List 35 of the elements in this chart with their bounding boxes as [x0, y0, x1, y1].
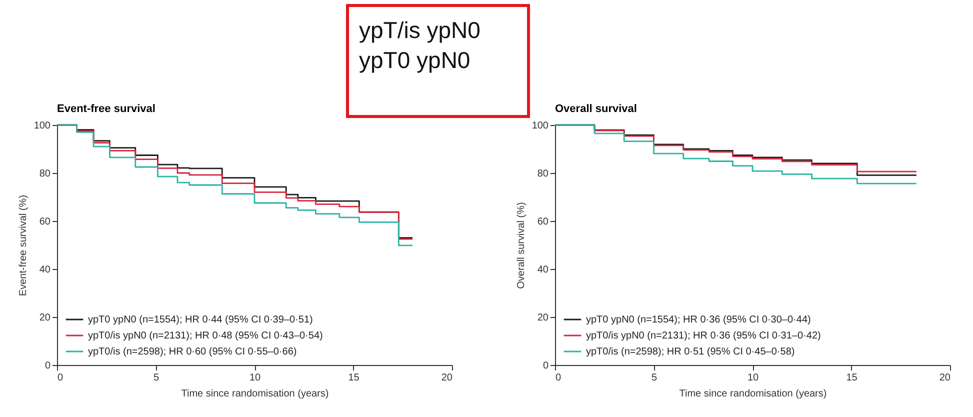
- x-tick-label: 10: [747, 372, 759, 384]
- x-tick-label: 10: [249, 372, 261, 384]
- callout-box: ypT/is ypN0 ypT0 ypN0: [346, 4, 530, 118]
- legend-label: ypT0/is ypN0 (n=2131); HR 0·36 (95% CI 0·31–0·42): [586, 330, 821, 342]
- y-tick-label: 20: [537, 312, 549, 324]
- legend-label: ypT0 ypN0 (n=1554); HR 0·44 (95% CI 0·39–0·51): [88, 314, 313, 326]
- y-axis-title: Overall survival (%): [516, 202, 527, 289]
- x-tick-label: 15: [348, 372, 360, 384]
- y-tick-label: 80: [537, 168, 549, 180]
- x-axis-title: Time since randomisation (years): [181, 388, 329, 400]
- y-tick-label: 60: [537, 216, 549, 228]
- x-tick-label: 0: [556, 372, 562, 384]
- y-tick-label: 0: [542, 360, 549, 372]
- legend-label: ypT0/is (n=2598); HR 0·60 (95% CI 0·55–0·66): [88, 346, 297, 358]
- x-tick-label: 20: [441, 372, 453, 384]
- y-tick-label: 20: [39, 312, 51, 324]
- y-tick-label: 100: [532, 120, 549, 132]
- y-axis-title: Event-free survival (%): [18, 194, 29, 296]
- y-tick-label: 60: [39, 216, 51, 228]
- y-tick-label: 100: [34, 120, 51, 132]
- x-tick-label: 15: [846, 372, 858, 384]
- chart-title: Overall survival: [555, 103, 637, 115]
- x-tick-label: 0: [58, 372, 64, 384]
- x-tick-label: 5: [651, 372, 658, 384]
- x-tick-label: 5: [153, 372, 160, 384]
- y-tick-label: 40: [537, 264, 549, 276]
- y-tick-label: 0: [44, 360, 51, 372]
- legend-label: ypT0 ypN0 (n=1554); HR 0·36 (95% CI 0·30–0·44): [586, 314, 811, 326]
- y-tick-label: 40: [39, 264, 51, 276]
- legend-label: ypT0/is ypN0 (n=2131); HR 0·48 (95% CI 0·43–0·54): [88, 330, 323, 342]
- x-tick-label: 20: [939, 372, 951, 384]
- legend-label: ypT0/is (n=2598); HR 0·51 (95% CI 0·45–0·58): [586, 346, 795, 358]
- y-tick-label: 80: [39, 168, 51, 180]
- chart-title: Event-free survival: [57, 103, 156, 115]
- x-axis-title: Time since randomisation (years): [679, 388, 827, 400]
